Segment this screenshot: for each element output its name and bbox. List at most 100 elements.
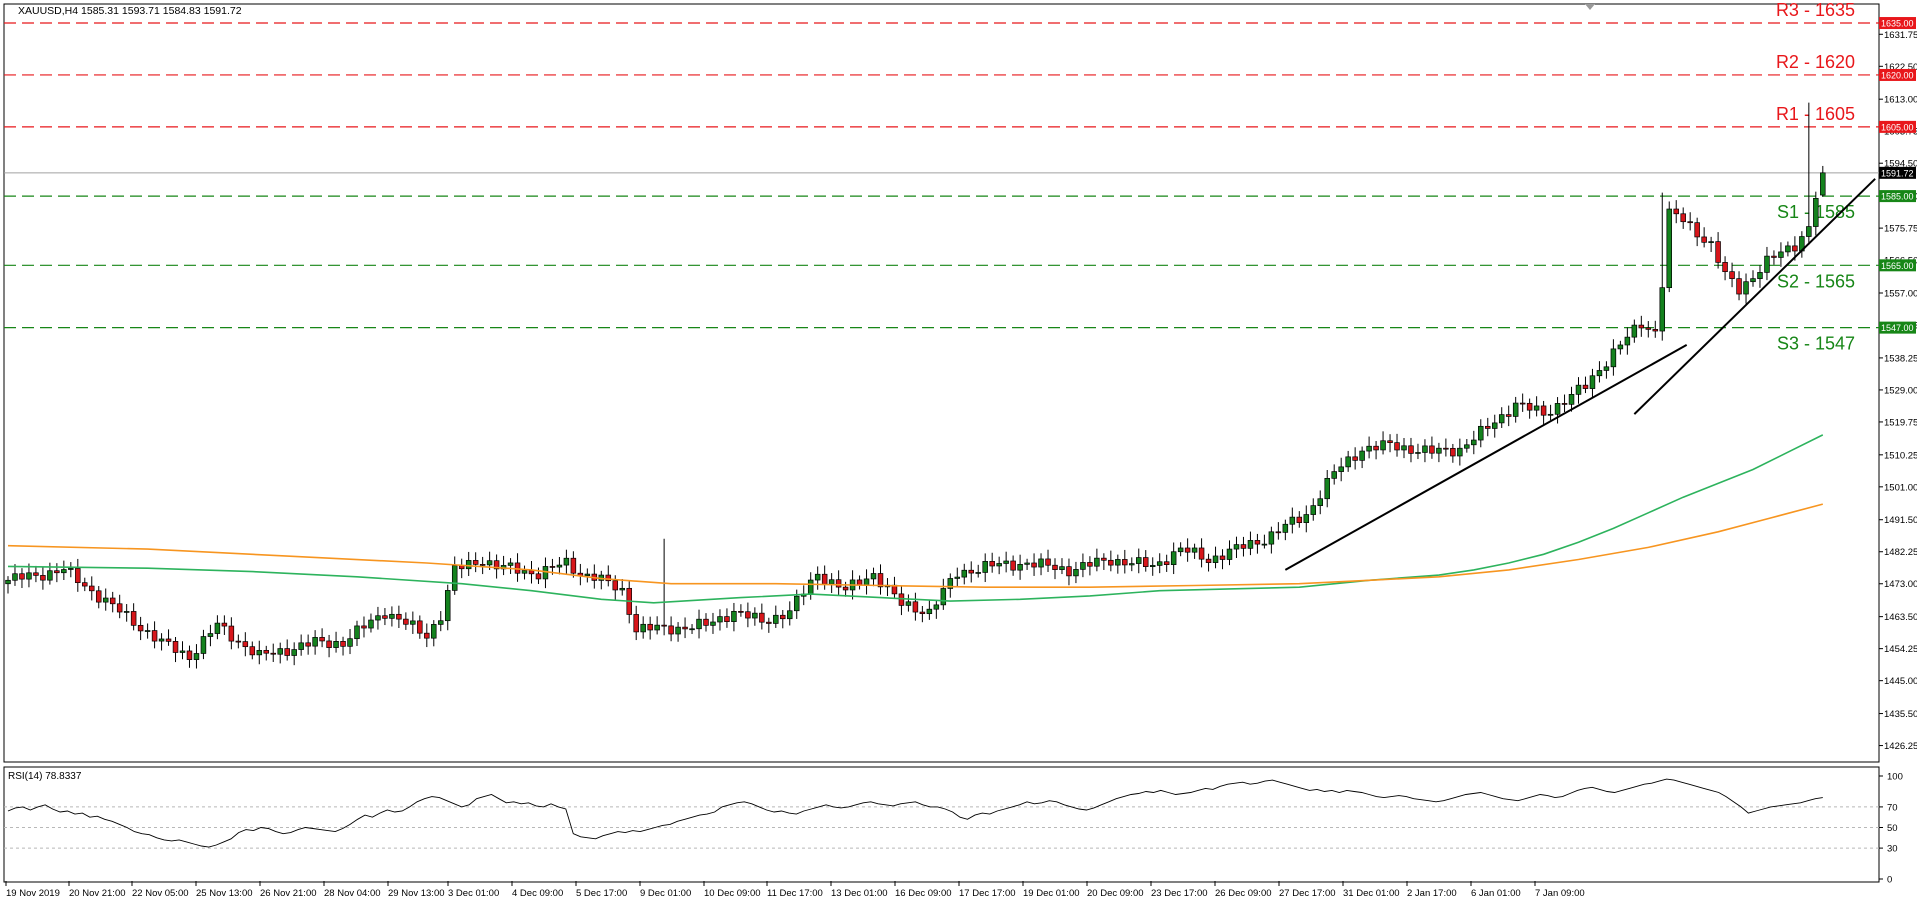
price-tag-box bbox=[1879, 120, 1916, 133]
candle bbox=[1540, 400, 1547, 425]
candle-body-down bbox=[856, 579, 863, 586]
candle-body-up bbox=[542, 566, 549, 580]
y-tick-label: 1463.50 bbox=[1884, 612, 1917, 623]
candle bbox=[270, 643, 276, 662]
candle bbox=[1282, 519, 1289, 541]
candle-body-up bbox=[584, 573, 591, 577]
candle bbox=[891, 576, 898, 599]
candle bbox=[1491, 414, 1498, 438]
candle bbox=[912, 592, 919, 621]
candle-body-up bbox=[102, 597, 109, 603]
candle bbox=[284, 639, 290, 661]
candle bbox=[347, 628, 353, 655]
candle-body-down bbox=[19, 573, 25, 580]
candle bbox=[1261, 534, 1268, 549]
candle bbox=[1156, 553, 1163, 574]
candle-body-down bbox=[242, 641, 249, 648]
candle-body-down bbox=[612, 580, 619, 591]
candle-body-up bbox=[333, 641, 339, 648]
candle-body-up bbox=[1547, 413, 1554, 416]
y-tick-label: 1594.50 bbox=[1884, 159, 1917, 170]
candle-body-down bbox=[340, 641, 346, 647]
candle bbox=[605, 565, 612, 587]
candle-body-up bbox=[870, 573, 877, 580]
x-tick-label: 25 Nov 13:00 bbox=[196, 888, 253, 899]
candle bbox=[33, 565, 39, 583]
candle bbox=[710, 612, 716, 634]
candle-body-down bbox=[1561, 403, 1568, 405]
candle-body-up bbox=[793, 595, 800, 612]
y-tick-label: 1575.75 bbox=[1884, 224, 1917, 235]
candle-body-down bbox=[703, 618, 709, 626]
candle-body-up bbox=[773, 614, 779, 624]
candle-body-up bbox=[947, 578, 954, 589]
candle-body-down bbox=[493, 560, 500, 570]
candle bbox=[933, 600, 940, 619]
candle-body-down bbox=[1373, 445, 1379, 451]
candle-body-down bbox=[1052, 564, 1058, 570]
candle-body-down bbox=[361, 625, 367, 629]
candle-body-down bbox=[1429, 445, 1435, 454]
candle-body-up bbox=[1059, 566, 1065, 570]
candle-body-up bbox=[1289, 516, 1296, 525]
candle-body-up bbox=[1149, 565, 1156, 567]
candle-body-down bbox=[1184, 547, 1191, 553]
y-tick-label: 1473.00 bbox=[1884, 579, 1917, 590]
candle-body-down bbox=[165, 638, 172, 642]
candle bbox=[396, 605, 402, 629]
candle-body-down bbox=[33, 572, 39, 576]
candle bbox=[1310, 498, 1317, 521]
candle bbox=[1080, 553, 1086, 578]
candle-body-down bbox=[535, 573, 542, 580]
candle bbox=[877, 564, 884, 595]
candle-body-down bbox=[1031, 562, 1037, 568]
candle bbox=[1115, 554, 1121, 574]
candle bbox=[1401, 438, 1407, 459]
candle bbox=[1547, 404, 1554, 421]
candle bbox=[675, 622, 681, 642]
candle bbox=[640, 616, 646, 639]
candle-body-up bbox=[1422, 445, 1428, 453]
candle-body-up bbox=[1610, 348, 1617, 368]
candle bbox=[1771, 250, 1777, 265]
candle-body-up bbox=[1366, 445, 1372, 452]
candle-body-down bbox=[1066, 566, 1072, 577]
candle-body-down bbox=[1792, 245, 1798, 252]
candle-body-down bbox=[472, 560, 479, 565]
candle bbox=[1149, 557, 1156, 576]
candle-body-up bbox=[1498, 414, 1505, 424]
candle bbox=[884, 578, 891, 597]
candle bbox=[221, 615, 228, 635]
candle-body-down bbox=[759, 612, 765, 623]
candle bbox=[556, 556, 563, 575]
candle-body-up bbox=[787, 610, 793, 620]
candle bbox=[724, 608, 730, 628]
candle-body-up bbox=[1080, 562, 1086, 570]
candle-body-down bbox=[668, 625, 674, 635]
candle-body-up bbox=[982, 561, 988, 573]
candle bbox=[1450, 443, 1456, 463]
candle bbox=[919, 605, 926, 623]
candle bbox=[465, 551, 472, 576]
candle bbox=[1122, 549, 1128, 574]
candle-body-down bbox=[1652, 329, 1659, 332]
rsi-label: RSI(14) 78.8337 bbox=[8, 771, 82, 782]
candle-body-down bbox=[570, 557, 577, 574]
candle-body-up bbox=[1024, 562, 1030, 565]
candle-body-up bbox=[1345, 456, 1351, 468]
candle-body-up bbox=[619, 587, 625, 591]
candles bbox=[5, 102, 1826, 669]
x-tick-label: 20 Dec 09:00 bbox=[1087, 888, 1144, 899]
candle-body-up bbox=[863, 578, 870, 586]
x-tick-label: 16 Dec 09:00 bbox=[895, 888, 952, 899]
candle bbox=[1031, 553, 1037, 576]
y-tick-label: 1426.25 bbox=[1884, 741, 1917, 752]
candle bbox=[1778, 242, 1784, 267]
candle bbox=[1317, 490, 1323, 515]
candle-body-down bbox=[1680, 213, 1686, 223]
candle bbox=[1387, 434, 1393, 453]
candle bbox=[940, 578, 947, 610]
rsi-tick-label: 0 bbox=[1887, 875, 1892, 886]
candle bbox=[263, 645, 270, 661]
candle-body-down bbox=[1296, 516, 1303, 523]
